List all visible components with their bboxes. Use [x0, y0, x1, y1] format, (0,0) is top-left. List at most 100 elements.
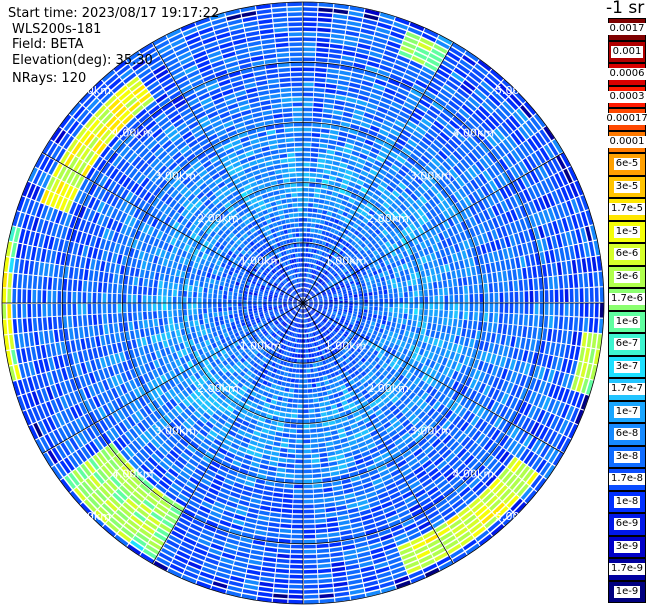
ppi-cell: [355, 281, 360, 286]
ppi-cell: [429, 398, 437, 407]
ppi-cell: [326, 259, 330, 264]
ppi-cell: [413, 314, 418, 321]
ppi-cell: [405, 234, 412, 242]
ppi-cell: [328, 222, 334, 227]
ppi-cell: [523, 314, 529, 326]
ppi-cell: [404, 187, 413, 196]
ppi-cell: [371, 181, 379, 189]
ppi-cell: [303, 529, 316, 534]
ppi-cell: [425, 329, 431, 337]
ppi-cell: [319, 345, 324, 350]
ppi-cell: [333, 439, 341, 445]
ppi-cell: [334, 3, 349, 10]
ppi-cell: [314, 313, 318, 317]
ppi-cell: [268, 522, 280, 528]
ppi-cell: [467, 458, 478, 469]
ppi-cell: [283, 428, 290, 433]
ppi-cell: [473, 256, 480, 266]
ppi-cell: [319, 300, 323, 303]
ppi-cell: [314, 229, 319, 234]
ppi-cell: [512, 348, 519, 360]
ppi-cell: [328, 368, 334, 373]
ppi-cell: [478, 284, 483, 294]
ppi-cell: [340, 317, 345, 322]
ppi-cell: [473, 370, 481, 380]
ppi-cell: [324, 436, 333, 442]
ppi-cell: [352, 188, 360, 195]
ppi-cell: [320, 339, 324, 344]
ppi-cell: [383, 142, 393, 150]
ppi-cell: [316, 533, 328, 539]
ppi-cell: [322, 275, 327, 280]
ppi-cell: [397, 253, 404, 260]
ppi-cell: [280, 448, 288, 453]
ppi-cell: [328, 261, 333, 266]
ppi-cell: [214, 336, 220, 342]
ppi-cell: [561, 261, 567, 275]
ppi-cell: [258, 586, 273, 593]
ppi-cell: [426, 322, 432, 330]
ppi-cell: [533, 227, 540, 240]
ppi-cell: [314, 372, 319, 377]
ppi-cell: [438, 150, 448, 160]
ppi-cell: [521, 417, 531, 430]
ppi-cell: [321, 128, 330, 134]
ppi-cell: [335, 260, 340, 265]
ppi-cell: [254, 452, 263, 458]
ppi-cell: [458, 311, 463, 320]
ppi-cell: [313, 314, 317, 318]
ppi-cell: [554, 303, 559, 316]
ppi-cell: [336, 276, 341, 281]
ppi-cell: [318, 7, 333, 13]
ppi-cell: [308, 198, 314, 202]
ppi-cell: [543, 277, 549, 290]
ppi-cell: [416, 516, 429, 526]
ppi-cell: [565, 184, 574, 200]
ppi-cell: [326, 341, 331, 347]
ppi-cell: [417, 186, 426, 195]
ppi-cell: [488, 283, 493, 293]
ppi-cell: [277, 396, 283, 401]
ppi-cell: [464, 439, 475, 450]
ppi-cell: [460, 210, 468, 220]
ppi-cell: [326, 374, 332, 379]
ppi-cell: [372, 283, 377, 288]
ppi-cell: [529, 290, 534, 303]
ppi-cell: [482, 233, 489, 244]
ppi-cell: [391, 337, 397, 344]
ppi-cell: [304, 288, 306, 292]
ppi-cell: [319, 402, 325, 407]
ppi-cell: [391, 396, 399, 404]
ppi-cell: [423, 28, 439, 38]
ppi-cell: [285, 382, 291, 387]
ppi-cell: [372, 41, 386, 49]
ppi-cell: [519, 401, 528, 414]
ppi-cell: [303, 429, 310, 434]
ppi-cell: [416, 452, 426, 461]
ppi-cell: [325, 154, 334, 160]
ppi-cell: [589, 348, 595, 364]
ppi-cell: [317, 266, 321, 271]
ppi-cell: [308, 317, 311, 322]
ppi-cell: [574, 409, 584, 425]
ppi-cell: [317, 433, 325, 438]
ppi-cell: [236, 551, 250, 558]
ppi-cell: [342, 268, 348, 273]
ppi-cell: [437, 527, 451, 537]
ppi-cell: [330, 471, 340, 476]
ppi-cell: [303, 12, 318, 17]
ppi-cell: [327, 335, 332, 340]
ppi-cell: [400, 237, 407, 245]
ppi-cell: [423, 315, 428, 323]
ppi-cell: [359, 249, 365, 255]
ppi-cell: [379, 348, 386, 355]
ppi-cell: [263, 449, 272, 455]
ppi-cell: [303, 454, 312, 459]
ppi-cell: [286, 408, 292, 413]
ppi-cell: [345, 30, 360, 37]
ppi-cell: [341, 315, 346, 319]
ppi-cell: [235, 433, 244, 441]
ppi-cell: [317, 309, 322, 312]
ppi-cell: [423, 248, 429, 256]
